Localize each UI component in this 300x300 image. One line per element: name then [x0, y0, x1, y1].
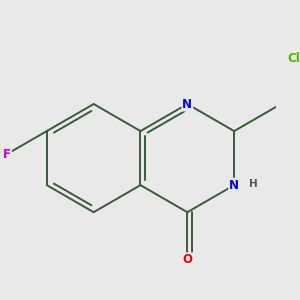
- Text: N: N: [229, 179, 239, 192]
- Text: O: O: [182, 253, 192, 266]
- Text: N: N: [182, 98, 192, 110]
- Text: H: H: [249, 178, 258, 188]
- Text: F: F: [3, 148, 11, 160]
- Text: Cl: Cl: [287, 52, 300, 64]
